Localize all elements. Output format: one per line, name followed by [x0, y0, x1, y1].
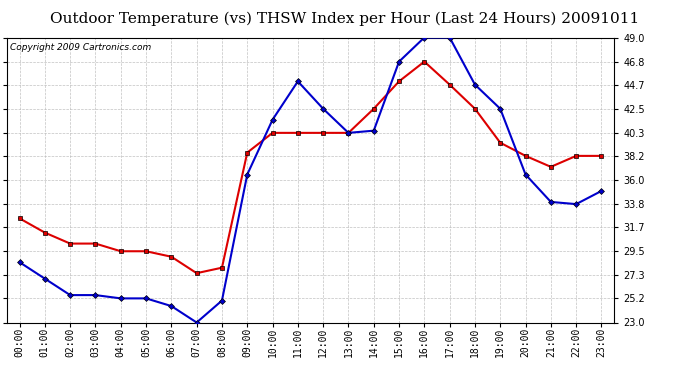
Text: Copyright 2009 Cartronics.com: Copyright 2009 Cartronics.com — [10, 43, 151, 52]
Text: Outdoor Temperature (vs) THSW Index per Hour (Last 24 Hours) 20091011: Outdoor Temperature (vs) THSW Index per … — [50, 11, 640, 26]
